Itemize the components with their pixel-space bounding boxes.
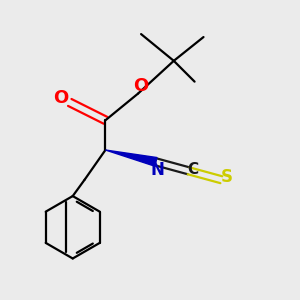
Text: S: S [221,168,233,186]
Text: O: O [53,89,68,107]
Text: N: N [151,161,164,179]
Text: O: O [134,77,149,95]
Polygon shape [105,150,157,166]
Text: C: C [188,162,199,177]
